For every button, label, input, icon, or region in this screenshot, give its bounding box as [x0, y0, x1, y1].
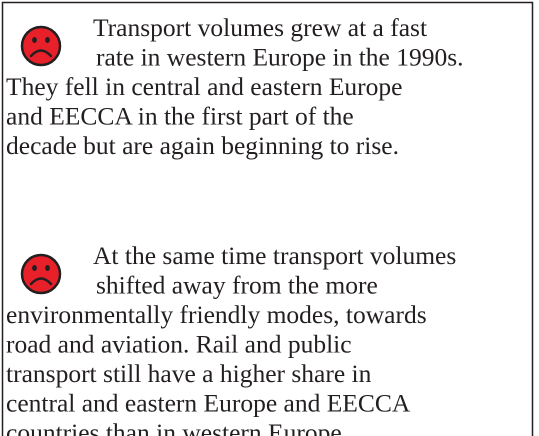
- sad-face-icon: [20, 253, 62, 295]
- text-line: They fell in central and eastern Europe: [6, 72, 402, 101]
- text-line: countries than in western Europe.: [6, 418, 348, 436]
- text-line: At the same time transport volumes: [93, 241, 456, 270]
- mouth: [29, 277, 53, 286]
- eye: [32, 37, 37, 43]
- text-line: Transport volumes grew at a fast: [93, 13, 427, 42]
- text-line: rate in western Europe in the 1990s.: [96, 42, 464, 71]
- face: [20, 253, 62, 295]
- eye: [32, 265, 37, 271]
- text-line: environmentally friendly modes, towards: [6, 300, 427, 329]
- text-line: decade but are again beginning to rise.: [6, 131, 399, 160]
- text-line: and EECCA in the first part of the: [6, 101, 354, 130]
- mouth: [29, 49, 53, 58]
- text-line: shifted away from the more: [96, 270, 378, 299]
- eye: [45, 37, 50, 43]
- sad-face-icon: [20, 25, 62, 67]
- face: [20, 25, 62, 67]
- text-line: transport still have a higher share in: [6, 359, 372, 388]
- eye: [45, 265, 50, 271]
- text-line: road and aviation. Rail and public: [6, 329, 352, 358]
- text-line: central and eastern Europe and EECCA: [6, 388, 411, 417]
